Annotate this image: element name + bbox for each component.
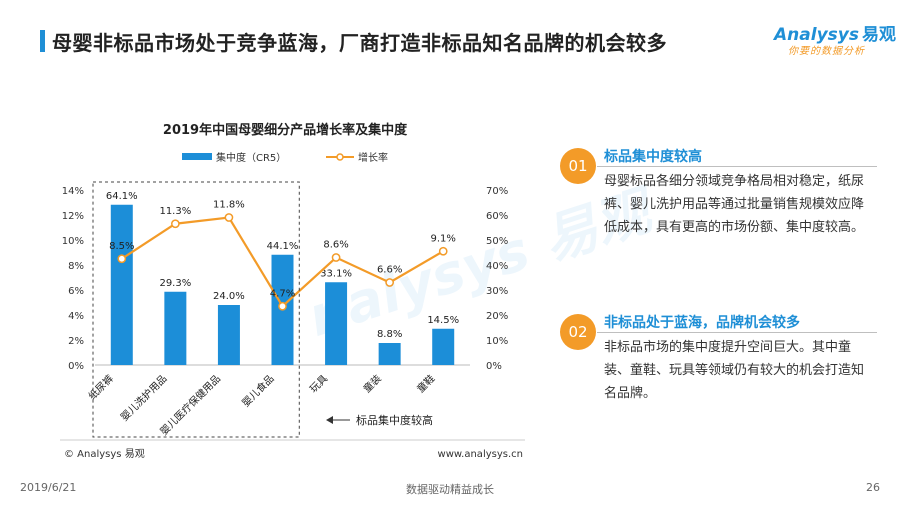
bar-3 [217,305,240,365]
bar-label-6: 8.8% [377,329,402,340]
y-right-tick-label: 40% [486,261,508,272]
analysys-logo: Analysys 易观 你要的数据分析 [774,20,896,60]
y-right-tick-label: 0% [486,361,502,372]
x-tick-label-5: 玩具 [308,373,331,396]
y-right-tick-label: 50% [486,236,508,247]
point-2-badge: 02 [560,314,596,350]
footer-date: 2019/6/21 [20,481,77,494]
growth-point-4 [278,301,287,311]
y-left-tick-label: 2% [68,336,84,347]
growth-label-7: 9.1% [431,233,456,244]
bar-5 [325,282,348,365]
y-left-tick-label: 10% [62,236,84,247]
bar-label-1: 64.1% [106,191,138,202]
legend-swatch-bar [182,153,212,160]
bar-2 [164,291,187,365]
growth-label-5: 8.6% [323,240,348,251]
annotation-arrowhead [326,416,333,424]
growth-point-6 [385,278,394,287]
growth-point-3 [224,213,234,222]
growth-label-6: 6.6% [377,265,402,276]
legend-label-bar: 集中度（CR5） [216,151,286,164]
x-tick-label-7: 童鞋 [414,372,437,395]
chart-url: www.analysys.cn [438,449,523,460]
bar-label-3: 24.0% [213,291,245,302]
growth-label-3: 11.8% [213,200,245,211]
y-left-tick-label: 0% [68,361,84,372]
y-left-tick-label: 14% [62,186,84,197]
logo-tagline: 你要的数据分析 [788,46,865,57]
point-2-divider [597,332,877,333]
bar-6 [378,343,401,365]
bar-label-5: 33.1% [320,268,352,279]
growth-label-1: 8.5% [109,241,134,252]
growth-label-2: 11.3% [159,206,191,217]
standard-products-box [92,181,300,438]
point-1-divider [597,166,877,167]
y-left-tick-label: 6% [68,286,84,297]
point-2-title: 非标品处于蓝海，品牌机会较多 [604,315,800,331]
bar-1 [110,204,133,365]
growth-point-2 [171,219,180,229]
growth-point-5 [331,253,341,262]
page-title: 母婴非标品市场处于竞争蓝海，厂商打造非标品知名品牌的机会较多 [52,31,667,55]
x-tick-label-4: 婴儿食品 [239,372,276,409]
y-right-tick-label: 20% [486,311,508,322]
bar-label-7: 14.5% [427,315,459,326]
point-1: 01 标品集中度较高 母婴标品各细分领域竞争格局相对稳定，纸尿裤、婴儿洗护用品等… [560,148,890,268]
logo-prefix: A [774,25,788,45]
x-tick-label-6: 童装 [360,372,383,395]
legend-marker-line [336,153,344,161]
logo-text: nalysys [787,25,859,45]
bar-label-4: 44.1% [267,241,299,252]
bar-label-2: 29.3% [159,278,191,289]
legend-label-line: 增长率 [358,151,388,164]
bar-7 [432,328,455,365]
chart-source: © Analysys 易观 [64,448,145,460]
growth-point-1 [117,254,127,264]
y-left-tick-label: 12% [62,211,84,222]
y-left-tick-label: 4% [68,311,84,322]
growth-label-4: 4.7% [270,288,295,299]
growth-point-7 [438,246,448,256]
point-1-body: 母婴标品各细分领域竞争格局相对稳定，纸尿裤、婴儿洗护用品等通过批量销售规模效应降… [604,174,865,235]
page-number: 26 [866,481,880,494]
y-left-tick-label: 8% [68,261,84,272]
logo-wordmark: Analysys 易观 [774,20,896,45]
x-tick-label-2: 婴儿洗护用品 [118,372,170,424]
x-tick-label-1: 纸尿裤 [86,372,116,402]
title-accent-bar [40,30,45,52]
y-right-tick-label: 10% [486,336,508,347]
point-1-badge: 01 [560,148,596,184]
chart-title: 2019年中国母婴细分产品增长率及集中度 [163,122,408,138]
y-right-tick-label: 60% [486,211,508,222]
point-2: 02 非标品处于蓝海，品牌机会较多 非标品市场的集中度提升空间巨大。其中童装、童… [560,314,890,414]
y-right-tick-label: 70% [486,186,508,197]
annotation-text: 标品集中度较高 [356,413,433,427]
y-right-tick-label: 30% [486,286,508,297]
point-1-title: 标品集中度较高 [604,149,702,165]
footer-slogan: 数据驱动精益成长 [406,483,494,496]
point-2-body: 非标品市场的集中度提升空间巨大。其中童装、童鞋、玩具等领域仍有较大的机会打造知名… [604,340,865,401]
logo-cn: 易观 [861,25,896,45]
